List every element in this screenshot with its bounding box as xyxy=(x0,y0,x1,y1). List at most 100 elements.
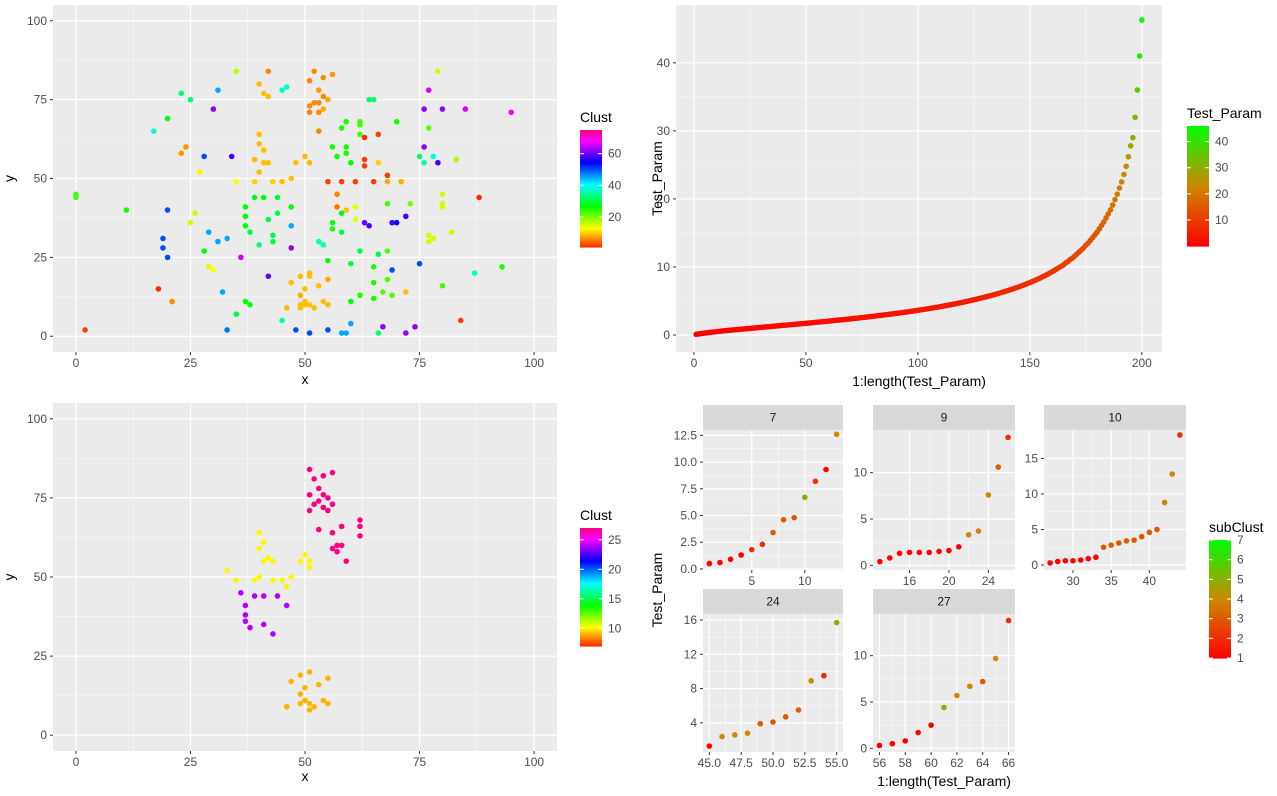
legend-colorbar-segment xyxy=(580,620,602,623)
data-point xyxy=(242,602,249,609)
x-tick-label: 52.5 xyxy=(793,756,817,770)
data-point xyxy=(283,602,290,609)
data-point xyxy=(251,178,258,185)
legend-tick-label: 7 xyxy=(1237,533,1244,547)
data-point xyxy=(270,577,276,583)
legend-colorbar-segment xyxy=(580,628,602,631)
legend-colorbar-segment xyxy=(580,172,602,176)
data-point xyxy=(306,301,313,308)
data-point xyxy=(325,257,331,264)
x-tick-label: 16 xyxy=(903,574,917,588)
legend-colorbar-segment xyxy=(580,567,602,570)
y-tick-label: 5 xyxy=(860,695,867,709)
data-point xyxy=(352,178,359,185)
data-point xyxy=(757,720,764,727)
legend-colorbar-segment xyxy=(1187,208,1209,211)
data-point xyxy=(334,191,340,198)
data-point xyxy=(260,539,267,545)
x-tick-label: 45.0 xyxy=(698,756,722,770)
legend-colorbar-segment xyxy=(580,583,602,586)
legend-colorbar-segment xyxy=(580,155,602,158)
data-point xyxy=(1139,17,1145,23)
legend-colorbar-segment xyxy=(580,565,602,568)
legend-colorbar-segment xyxy=(1209,569,1231,573)
data-point xyxy=(256,574,262,580)
data-point xyxy=(1112,196,1118,203)
data-point xyxy=(205,229,212,235)
data-point xyxy=(1136,53,1143,59)
data-point xyxy=(1100,219,1107,225)
chart-clusters-all: 0 25 50 75 100 0 25 50 75 100 x y Clust 20 40 60 xyxy=(1,5,622,387)
legend-colorbar-segment xyxy=(1187,216,1209,219)
legend-colorbar-segment xyxy=(1209,656,1231,659)
x-tick-label: 50.0 xyxy=(761,756,785,770)
data-point xyxy=(384,248,391,254)
data-point xyxy=(251,156,258,163)
legend-colorbar-segment xyxy=(580,596,602,600)
legend-colorbar-segment xyxy=(580,196,602,199)
data-point xyxy=(187,96,194,103)
data-point xyxy=(260,159,267,166)
data-point xyxy=(315,282,322,289)
data-point xyxy=(151,128,157,134)
panel-background xyxy=(703,430,843,570)
data-point xyxy=(375,251,382,258)
data-point xyxy=(955,544,962,550)
data-point xyxy=(902,738,909,744)
legend-colorbar-segment xyxy=(1209,540,1231,543)
legend-colorbar-segment xyxy=(1187,160,1209,163)
data-point xyxy=(192,210,198,216)
data-point xyxy=(791,514,798,521)
data-point xyxy=(1109,202,1116,208)
data-point xyxy=(732,732,738,738)
data-point xyxy=(1161,499,1168,506)
data-point xyxy=(315,238,322,245)
data-point xyxy=(1123,538,1130,544)
data-point xyxy=(224,235,230,242)
data-point xyxy=(338,229,345,235)
data-point xyxy=(338,542,345,549)
legend-colorbar-segment xyxy=(1209,600,1231,604)
data-point xyxy=(270,238,276,245)
legend-colorbar-segment xyxy=(580,243,602,246)
data-point xyxy=(274,593,281,599)
legend-colorbar-segment xyxy=(580,587,602,590)
data-point xyxy=(334,153,340,160)
legend-colorbar-segment xyxy=(1209,636,1231,639)
data-point xyxy=(795,707,802,713)
y-tick-label: 0 xyxy=(40,728,47,742)
data-point xyxy=(320,74,327,81)
data-point xyxy=(370,96,377,103)
data-point xyxy=(770,529,776,536)
facet-strip-label: 27 xyxy=(937,595,951,609)
legend-colorbar-segment xyxy=(1187,186,1209,189)
legend-colorbar-segment xyxy=(1209,620,1231,624)
data-point xyxy=(361,134,368,141)
legend-colorbar-segment xyxy=(580,551,602,555)
data-point xyxy=(877,558,883,565)
legend-colorbar-segment xyxy=(580,209,602,213)
facet-strip-label: 7 xyxy=(770,411,777,425)
data-point xyxy=(928,722,934,728)
data-point xyxy=(302,684,308,691)
legend-colorbar-segment xyxy=(580,585,602,588)
data-point xyxy=(457,317,464,324)
legend-colorbar-segment xyxy=(580,217,602,221)
data-point xyxy=(338,178,345,185)
y-tick-label: 5 xyxy=(1031,522,1038,536)
legend-colorbar-segment xyxy=(580,206,602,209)
y-tick-label: 5.0 xyxy=(680,508,697,522)
data-point xyxy=(201,248,207,254)
legend-colorbar-segment xyxy=(580,606,602,610)
data-point xyxy=(288,574,295,580)
legend-colorbar-segment xyxy=(1209,644,1231,647)
data-point xyxy=(242,204,249,210)
data-point xyxy=(1154,526,1160,533)
data-point xyxy=(439,191,446,198)
data-point xyxy=(439,204,446,210)
legend-colorbar-segment xyxy=(1209,638,1231,641)
y-axis-title: y xyxy=(1,574,17,581)
data-point xyxy=(471,270,478,276)
data-point xyxy=(219,289,226,295)
x-tick-label: 100 xyxy=(524,755,544,769)
